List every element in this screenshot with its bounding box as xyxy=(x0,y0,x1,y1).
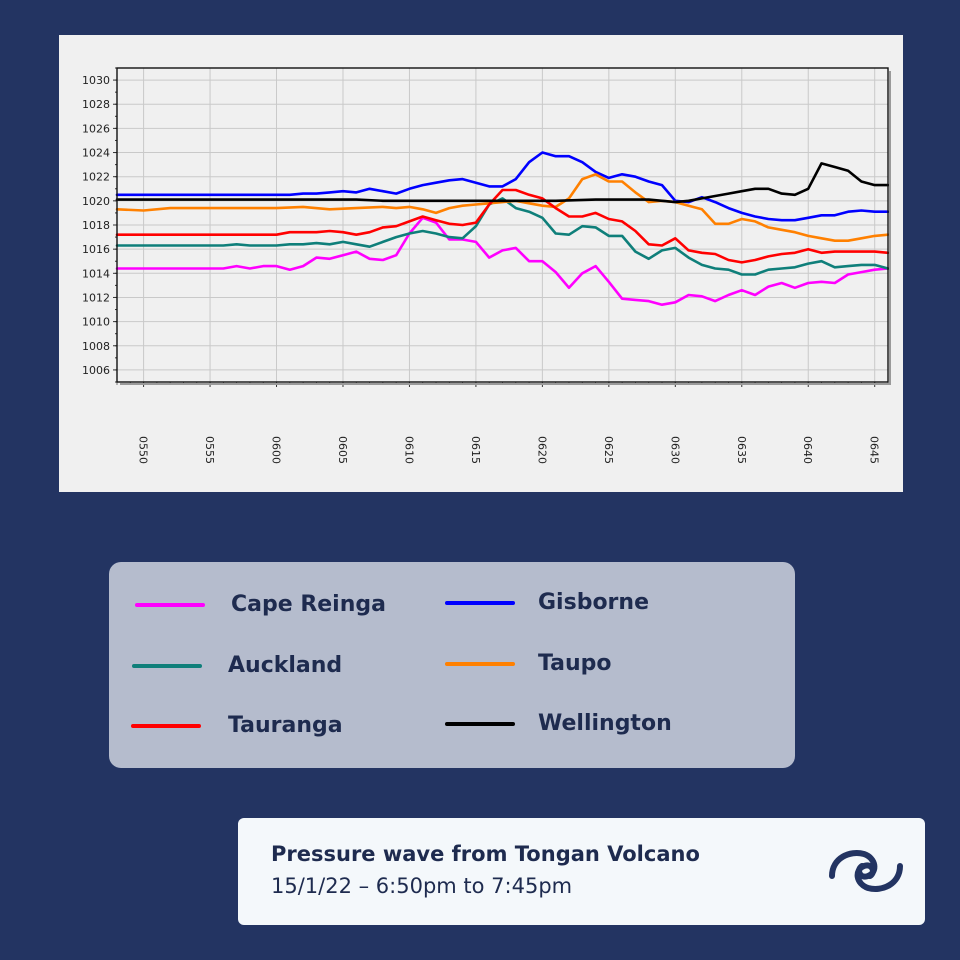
y-tick-label: 1010 xyxy=(82,316,110,329)
series-line-gisborne xyxy=(115,151,890,222)
x-tick-label: 0645 xyxy=(868,436,881,464)
y-tick-label: 1014 xyxy=(82,267,110,280)
x-tick-label: 0615 xyxy=(469,436,482,464)
caption-subtitle: 15/1/22 – 6:50pm to 7:45pm xyxy=(271,874,573,898)
y-tick-label: 1012 xyxy=(82,291,110,304)
x-tick-label: 0640 xyxy=(801,436,814,464)
legend-swatch xyxy=(445,601,515,605)
x-tick-label: 0550 xyxy=(137,436,150,464)
pressure-chart: 1030 1028 1026 1024 1022 1020 1018 1016 1014 1012… xyxy=(82,67,891,464)
x-tick-label: 0605 xyxy=(336,436,349,464)
series-line-taupo xyxy=(115,173,890,242)
series-line-tauranga xyxy=(115,188,890,264)
x-tick-label: 0600 xyxy=(270,436,283,464)
legend-swatch xyxy=(131,724,201,728)
y-tick-label: 1026 xyxy=(82,122,110,135)
y-tick-label: 1006 xyxy=(82,364,110,377)
plot-frame xyxy=(116,67,889,383)
y-tick-label: 1008 xyxy=(82,340,110,353)
caption-title: Pressure wave from Tongan Volcano xyxy=(271,842,700,866)
y-tick-label: 1020 xyxy=(82,195,110,208)
legend-swatch xyxy=(135,603,205,607)
x-tick-label: 0620 xyxy=(535,436,548,464)
y-tick-label: 1016 xyxy=(82,243,110,256)
legend-swatch xyxy=(445,722,515,726)
y-tick-label: 1024 xyxy=(82,147,110,160)
legend-swatch xyxy=(132,664,202,668)
wave-swirl-icon xyxy=(829,850,903,892)
legend-swatch xyxy=(445,662,515,666)
x-tick-label: 0625 xyxy=(602,436,615,464)
x-tick-label: 0610 xyxy=(402,436,415,464)
x-tick-label: 0555 xyxy=(203,436,216,464)
x-tick-label: 0630 xyxy=(668,436,681,464)
chart-panel: 1030 1028 1026 1024 1022 1020 1018 1016 1014 1012… xyxy=(59,35,903,492)
y-tick-label: 1018 xyxy=(82,219,110,232)
legend-label: Gisborne xyxy=(538,590,649,615)
y-tick-label: 1022 xyxy=(82,171,110,184)
legend-label: Tauranga xyxy=(228,713,343,738)
legend-label: Cape Reinga xyxy=(231,592,386,617)
series-line-auckland xyxy=(115,197,890,276)
legend-label: Auckland xyxy=(228,653,343,678)
x-tick-label: 0635 xyxy=(735,436,748,464)
caption-card: Pressure wave from Tongan Volcano 15/1/2… xyxy=(238,818,925,925)
legend-label: Wellington xyxy=(538,711,672,736)
legend-panel: Cape Reinga Auckland Tauranga Gisborne T… xyxy=(109,562,795,768)
y-tick-label: 1030 xyxy=(82,74,110,87)
series-line-cape-reinga xyxy=(115,216,890,306)
y-tick-label: 1028 xyxy=(82,98,110,111)
series-line-wellington xyxy=(115,162,890,204)
legend-label: Taupo xyxy=(538,651,612,676)
